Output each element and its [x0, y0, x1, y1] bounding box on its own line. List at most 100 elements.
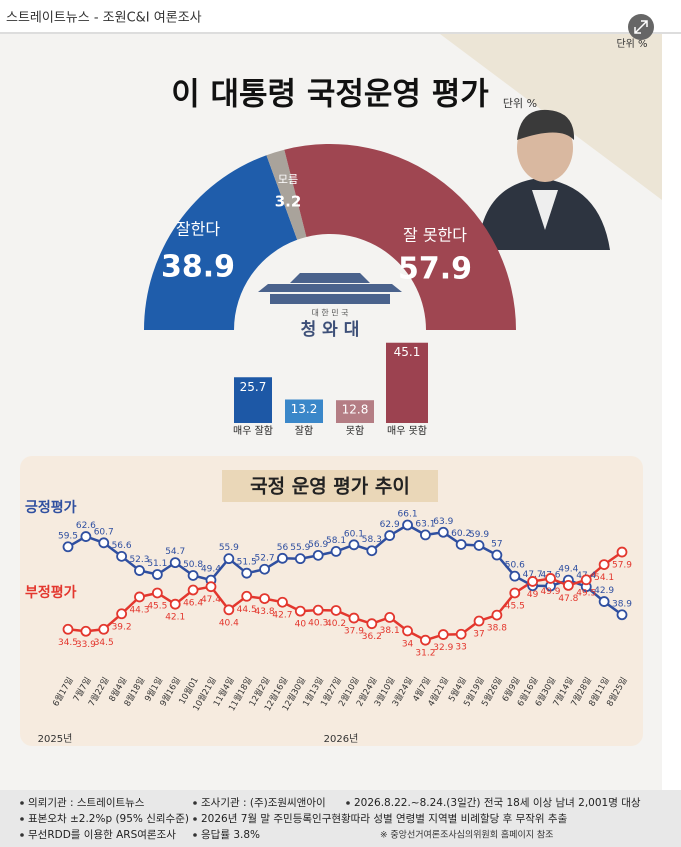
point [151, 569, 163, 580]
point-label: 54.7 [165, 547, 185, 557]
donut-label: 모름 [278, 173, 298, 186]
emblem [258, 273, 402, 304]
point-label: 37.9 [344, 627, 364, 637]
point [80, 625, 92, 637]
footer-bullet [193, 817, 197, 821]
point [420, 529, 431, 541]
point [98, 537, 110, 549]
point [294, 605, 306, 617]
point [402, 519, 413, 531]
point [223, 604, 235, 616]
point [134, 565, 145, 576]
footer-note: ※ 중앙선거여론조사심의위원회 홈페이지 참조 [380, 829, 553, 841]
point-label: 47.8 [558, 594, 578, 604]
footer-text: 2026년 7월 말 주민등록인구현황따라 성별 연령별 지역별 비례할당 후 … [201, 812, 568, 825]
point [580, 574, 592, 586]
point-label: 54.1 [594, 573, 614, 583]
point-label: 49.5 [576, 588, 596, 598]
point [598, 559, 610, 570]
donut-label: 잘 못한다 [403, 226, 467, 245]
point [598, 596, 610, 607]
bar-category: 못함 [346, 425, 364, 437]
year-label: 2026년 [324, 733, 359, 745]
point-label: 33.9 [76, 640, 96, 650]
point-label: 39.2 [112, 622, 132, 632]
point-label: 47.7 [523, 570, 543, 580]
point [384, 612, 396, 623]
point [259, 563, 270, 575]
point-label: 55.9 [290, 543, 310, 553]
point-label: 52.3 [129, 555, 149, 565]
point [562, 579, 574, 591]
point-label: 51.1 [147, 559, 167, 569]
point [366, 545, 378, 557]
legend-label: 부정평가 [25, 584, 77, 601]
point [62, 541, 74, 553]
point-label: 40.3 [308, 619, 328, 629]
point-label: 50.8 [183, 560, 203, 570]
point [134, 591, 145, 603]
point [62, 623, 74, 635]
footer-text: 표본오차 ±2.2%p (95% 신뢰수준) [28, 813, 189, 825]
point [241, 590, 253, 602]
point-label: 62.6 [76, 521, 96, 531]
point [420, 634, 431, 646]
point [277, 552, 288, 564]
donut-value: 38.9 [161, 250, 235, 285]
donut-value: 3.2 [275, 193, 302, 211]
point [616, 609, 628, 621]
footer-bg [0, 790, 681, 847]
point [437, 629, 449, 640]
footer-bullet [193, 833, 197, 837]
footer-bullet [193, 801, 197, 805]
footer-bullet [20, 817, 24, 821]
point-label: 62.9 [380, 520, 400, 530]
trend-title-box [222, 470, 438, 502]
point-label: 49.4 [201, 565, 221, 575]
footer-bullet [20, 833, 24, 837]
point [437, 526, 449, 538]
point-label: 33 [455, 643, 466, 653]
point-label: 42.1 [165, 613, 185, 623]
point [312, 604, 324, 616]
trend-title: 국정 운영 평가 추이 [250, 476, 410, 498]
point [277, 596, 288, 608]
emblem-big: 청 와 대 [301, 319, 360, 340]
point-label: 32.9 [433, 643, 453, 653]
point [491, 549, 503, 561]
year-label: 2025년 [38, 733, 73, 745]
footer-bullet [346, 801, 350, 805]
footer-text: 의뢰기관 : 스트레이트뉴스 [28, 797, 145, 809]
footer-text: 응답률 3.8% [201, 829, 260, 841]
donut-segment [266, 149, 307, 240]
emblem-small: 대 한 민 국 [311, 308, 348, 318]
point-label: 59.9 [469, 530, 489, 540]
point [348, 539, 360, 551]
point [312, 549, 324, 561]
point [473, 615, 485, 627]
point-label: 36.2 [362, 632, 382, 642]
point [366, 618, 378, 630]
point [116, 608, 128, 620]
point-label: 51.5 [237, 558, 257, 568]
point-label: 47.4 [201, 595, 221, 605]
point-label: 38.9 [612, 599, 632, 609]
point [491, 609, 503, 621]
point-label: 58.3 [362, 535, 382, 545]
unit: 단위 % [503, 97, 537, 110]
point [348, 612, 360, 624]
donut-segment [284, 144, 516, 330]
point [169, 598, 181, 610]
point-label: 31.2 [415, 649, 435, 659]
point-label: 40.2 [326, 619, 346, 629]
expand-glyph [634, 20, 648, 34]
point-label: 60.2 [451, 529, 471, 539]
point-label: 49 [527, 590, 539, 600]
point-label: 66.1 [398, 510, 418, 520]
bar-value: 13.2 [291, 402, 318, 416]
point-label: 60.7 [94, 527, 114, 537]
point-label: 34 [402, 639, 414, 649]
point-label: 56 [277, 543, 289, 553]
footer-bullet [20, 801, 24, 805]
